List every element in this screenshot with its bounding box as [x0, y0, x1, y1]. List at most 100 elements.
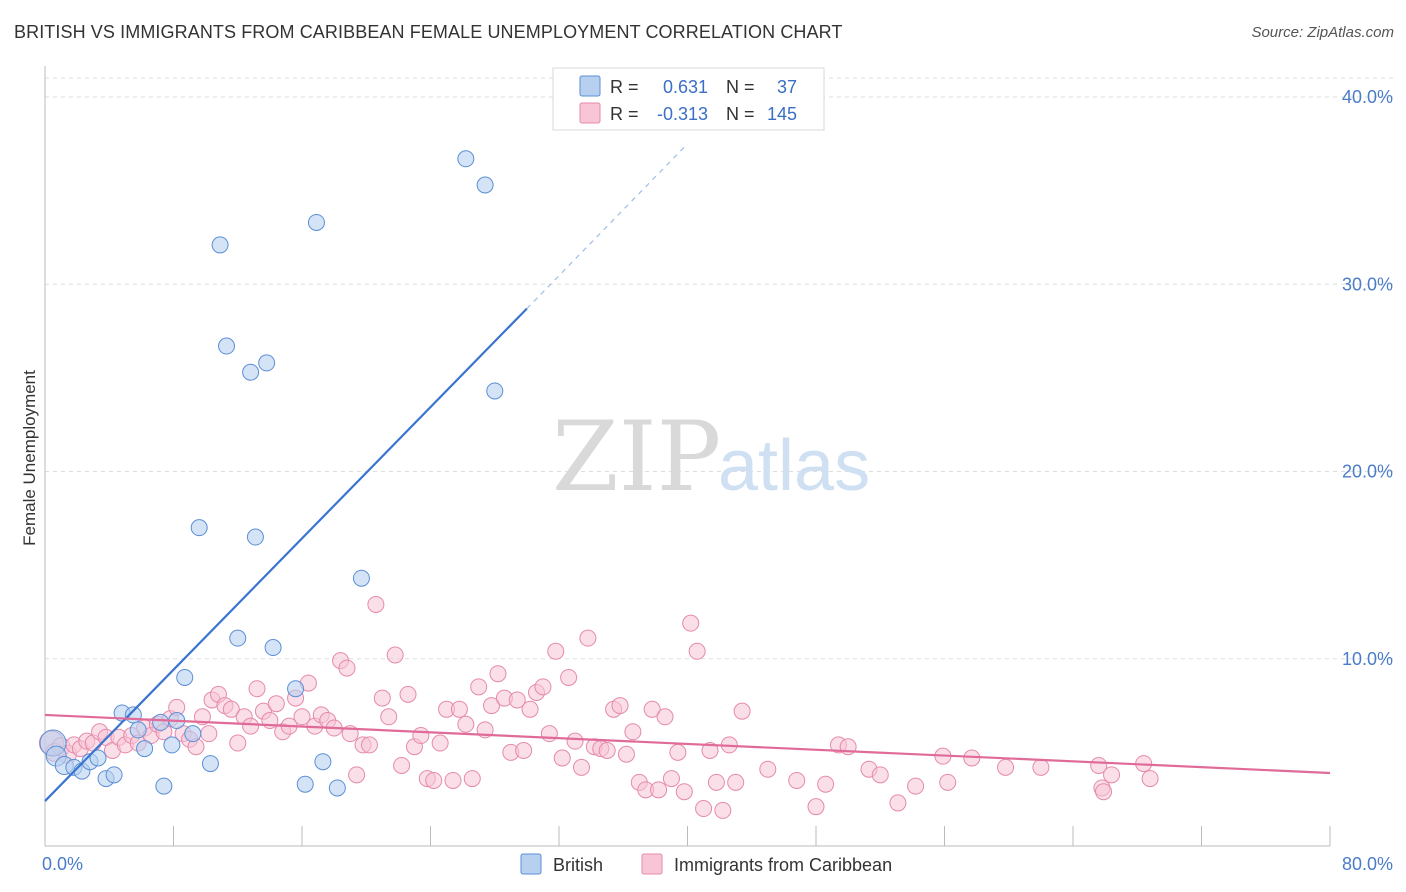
legend-bottom-label-british: British: [553, 855, 603, 875]
british-point: [163, 736, 181, 754]
british-point: [89, 749, 107, 767]
caribbean-point: [515, 742, 533, 760]
british-point: [176, 668, 194, 686]
caribbean-point: [682, 614, 700, 632]
chart-title: BRITISH VS IMMIGRANTS FROM CARIBBEAN FEM…: [14, 22, 843, 42]
british-point: [211, 236, 229, 254]
x-tick-labels: 0.0% 80.0%: [42, 854, 1393, 874]
british-point: [328, 779, 346, 797]
caribbean-point: [399, 685, 417, 703]
caribbean-point: [367, 595, 385, 613]
caribbean-point: [348, 766, 366, 784]
trend-lines: [44, 143, 1331, 802]
caribbean-point: [450, 700, 468, 718]
caribbean-point: [572, 758, 590, 776]
axes: [44, 66, 1331, 847]
series-caribbean-points: [38, 595, 1159, 819]
legend-r-label: R =: [610, 104, 639, 124]
caribbean-point: [222, 700, 240, 718]
y-tick-label: 30.0%: [1342, 274, 1393, 294]
y-tick-label: 40.0%: [1342, 87, 1393, 107]
caribbean-point: [1141, 770, 1159, 788]
caribbean-point: [889, 794, 907, 812]
legend-r-label: R =: [610, 77, 639, 97]
caribbean-point: [360, 736, 378, 754]
caribbean-point: [1103, 766, 1121, 784]
caribbean-point: [444, 771, 462, 789]
caribbean-point: [714, 801, 732, 819]
caribbean-point: [463, 770, 481, 788]
caribbean-point: [662, 770, 680, 788]
x-tick-label: 80.0%: [1342, 854, 1393, 874]
caribbean-point: [373, 689, 391, 707]
caribbean-point: [579, 629, 597, 647]
y-tick-label: 20.0%: [1342, 462, 1393, 482]
caribbean-point: [598, 742, 616, 760]
caribbean-point: [386, 646, 404, 664]
british-point: [307, 213, 325, 231]
caribbean-point: [229, 734, 247, 752]
caribbean-point: [871, 766, 889, 784]
british-point: [296, 775, 314, 793]
caribbean-point: [540, 725, 558, 743]
caribbean-point: [553, 749, 571, 767]
caribbean-point: [695, 800, 713, 818]
caribbean-point: [248, 680, 266, 698]
caribbean-point: [733, 702, 751, 720]
caribbean-point: [242, 717, 260, 735]
british-point: [190, 519, 208, 537]
caribbean-point: [393, 756, 411, 774]
british-trend-extension: [526, 143, 688, 310]
caribbean-point: [1095, 783, 1113, 801]
watermark-zip: ZIP: [552, 401, 721, 513]
y-tick-labels: 10.0% 20.0% 30.0% 40.0%: [1342, 87, 1393, 669]
y-axis-label: Female Unemployment: [20, 370, 39, 546]
british-point: [246, 528, 264, 546]
british-point: [155, 777, 173, 795]
caribbean-point: [650, 781, 668, 799]
legend-r-value: 0.631: [663, 77, 708, 97]
british-point: [242, 363, 260, 381]
legend-r-value: -0.313: [657, 104, 708, 124]
caribbean-point: [521, 700, 539, 718]
legend-n-label: N =: [726, 77, 755, 97]
caribbean-point: [807, 798, 825, 816]
y-tick-label: 10.0%: [1342, 649, 1393, 669]
caribbean-point: [483, 697, 501, 715]
caribbean-point: [534, 678, 552, 696]
british-point: [476, 176, 494, 194]
caribbean-point: [338, 659, 356, 677]
caribbean-point: [425, 771, 443, 789]
caribbean-point: [1032, 758, 1050, 776]
caribbean-point: [380, 708, 398, 726]
caribbean-point: [669, 743, 687, 761]
british-point: [152, 713, 170, 731]
caribbean-point: [788, 771, 806, 789]
caribbean-point: [508, 691, 526, 709]
caribbean-point: [675, 783, 693, 801]
legend-bottom-swatch-british: [520, 853, 542, 875]
caribbean-point: [656, 708, 674, 726]
source-credit: Source: ZipAtlas.com: [1251, 24, 1394, 41]
caribbean-point: [611, 697, 629, 715]
caribbean-point: [688, 642, 706, 660]
british-point: [258, 354, 276, 372]
british-point: [486, 382, 504, 400]
british-point: [184, 725, 202, 743]
caribbean-point: [431, 734, 449, 752]
legend-bottom-swatch-caribbean: [641, 853, 663, 875]
caribbean-point: [566, 732, 584, 750]
caribbean-point: [457, 715, 475, 733]
british-point: [352, 569, 370, 587]
british-point: [136, 740, 154, 758]
british-point: [201, 755, 219, 773]
legend-swatch-caribbean: [579, 102, 601, 124]
caribbean-point: [817, 775, 835, 793]
british-point: [218, 337, 236, 355]
caribbean-point: [727, 773, 745, 791]
british-point: [457, 150, 475, 168]
legend-n-label: N =: [726, 104, 755, 124]
caribbean-point: [489, 665, 507, 683]
legend-bottom-label-caribbean: Immigrants from Caribbean: [674, 855, 892, 875]
